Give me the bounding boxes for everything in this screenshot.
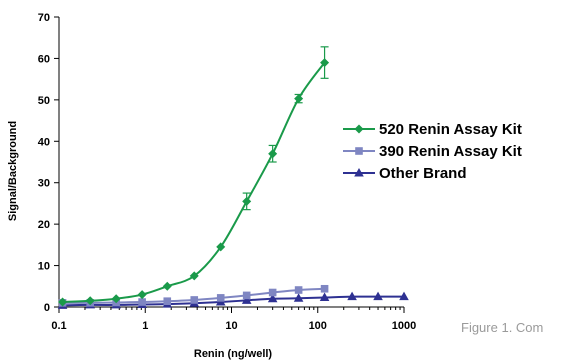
y-tick-label: 40	[38, 136, 50, 148]
legend-label: 520 Renin Assay Kit	[379, 121, 522, 138]
data-point	[319, 292, 330, 301]
data-point	[216, 294, 225, 302]
y-tick-label: 70	[38, 12, 50, 24]
data-point	[294, 94, 304, 104]
data-point	[190, 296, 199, 304]
data-point	[85, 296, 95, 306]
data-point	[399, 291, 409, 301]
legend-item: 390 Renin Assay Kit	[343, 143, 522, 160]
data-point	[347, 291, 357, 301]
x-tick-label: 0.1	[51, 320, 66, 332]
legend-marker	[354, 168, 364, 177]
data-point	[242, 291, 251, 300]
legend-label: Other Brand	[379, 165, 467, 182]
x-tick-label: 1	[142, 320, 148, 332]
data-point	[268, 149, 278, 159]
x-tick-label: 10	[225, 320, 237, 332]
data-point	[320, 58, 330, 68]
legend-item: Other Brand	[343, 165, 467, 182]
data-point	[163, 297, 172, 305]
legend-marker	[355, 147, 363, 155]
data-point	[137, 290, 147, 300]
axes: 0 10 20 30 40 50 60 70 0.1 1 10 100 1000	[38, 12, 416, 332]
series-line	[62, 61, 326, 304]
data-point	[241, 295, 252, 304]
x-axis-title: Renin (ng/well)	[194, 348, 273, 360]
y-tick-label: 60	[38, 53, 50, 65]
data-point	[162, 281, 172, 291]
series-390-renin-assay-kit	[58, 284, 329, 307]
data-point	[293, 293, 304, 302]
data-point	[111, 294, 121, 304]
legend-item: 520 Renin Assay Kit	[343, 121, 522, 138]
x-tick-label: 100	[309, 320, 327, 332]
data-point	[58, 297, 68, 307]
y-tick-label: 50	[38, 95, 50, 107]
y-tick-label: 10	[38, 261, 50, 273]
y-tick-label: 20	[38, 219, 50, 231]
data-point	[242, 196, 252, 206]
y-axis-title: Signal/Background	[7, 121, 19, 221]
legend-label: 390 Renin Assay Kit	[379, 143, 522, 160]
y-tick-label: 30	[38, 178, 50, 190]
data-point	[138, 298, 146, 306]
data-point	[216, 242, 226, 252]
figure-caption: Figure 1. Com	[461, 320, 544, 335]
y-tick-label: 0	[44, 302, 50, 314]
legend: 520 Renin Assay Kit 390 Renin Assay Kit Ot…	[343, 121, 522, 182]
data-point	[268, 288, 277, 297]
data-point	[294, 286, 303, 294]
data-point	[267, 293, 278, 303]
plot-area	[57, 46, 409, 309]
legend-marker	[354, 124, 364, 134]
data-point	[320, 284, 329, 293]
x-tick-label: 1000	[392, 320, 416, 332]
data-point	[189, 271, 199, 281]
series-520-renin-assay-kit	[58, 46, 330, 307]
data-point	[373, 291, 383, 301]
